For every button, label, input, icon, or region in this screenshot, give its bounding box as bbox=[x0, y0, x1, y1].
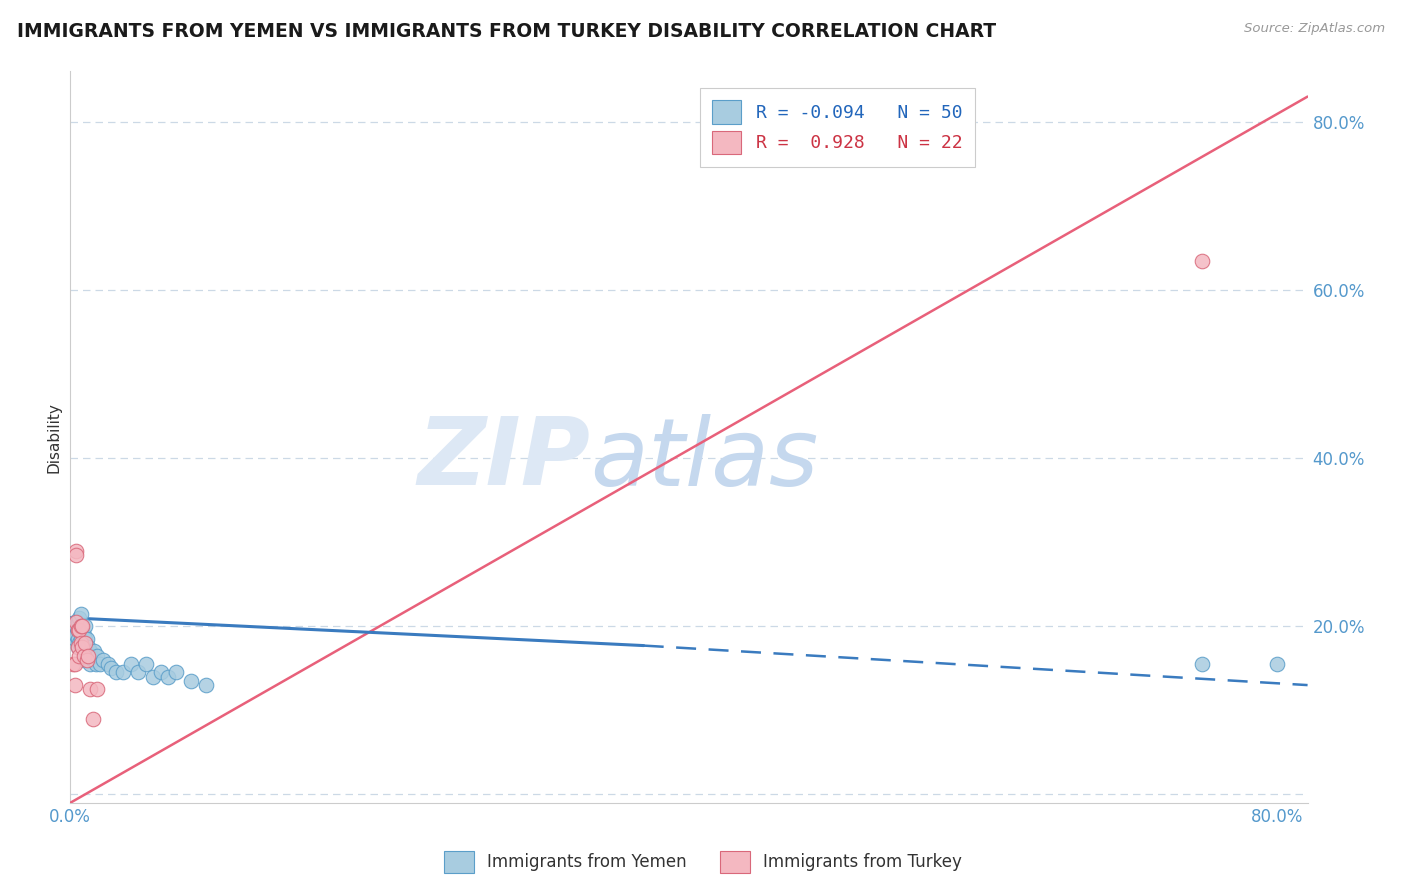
Point bbox=[1191, 253, 1213, 268]
Point bbox=[63, 678, 86, 692]
Point bbox=[75, 619, 97, 633]
Point bbox=[86, 682, 108, 697]
Point bbox=[1191, 657, 1213, 671]
Point bbox=[65, 543, 87, 558]
Point bbox=[180, 673, 202, 688]
Text: Source: ZipAtlas.com: Source: ZipAtlas.com bbox=[1244, 22, 1385, 36]
Point bbox=[70, 636, 93, 650]
Point bbox=[67, 624, 90, 638]
Point bbox=[66, 632, 89, 646]
Point bbox=[72, 624, 94, 638]
Point bbox=[72, 640, 94, 655]
Point bbox=[82, 712, 104, 726]
Point bbox=[76, 644, 98, 658]
Point bbox=[75, 644, 97, 658]
Point bbox=[112, 665, 135, 680]
Point bbox=[63, 624, 86, 638]
Point bbox=[77, 648, 100, 663]
Point bbox=[100, 661, 122, 675]
Point bbox=[73, 648, 96, 663]
Point bbox=[73, 627, 96, 641]
Point bbox=[73, 653, 96, 667]
Point bbox=[84, 657, 107, 671]
Point bbox=[73, 640, 96, 655]
Point bbox=[67, 636, 90, 650]
Point bbox=[70, 619, 93, 633]
Point bbox=[165, 665, 187, 680]
Legend: Immigrants from Yemen, Immigrants from Turkey: Immigrants from Yemen, Immigrants from T… bbox=[437, 845, 969, 880]
Legend: R = -0.094   N = 50, R =  0.928   N = 22: R = -0.094 N = 50, R = 0.928 N = 22 bbox=[700, 87, 974, 167]
Point bbox=[70, 632, 93, 646]
Point bbox=[1267, 657, 1289, 671]
Point bbox=[104, 665, 127, 680]
Point bbox=[65, 615, 87, 629]
Point bbox=[70, 619, 93, 633]
Point bbox=[127, 665, 149, 680]
Point bbox=[86, 648, 108, 663]
Point bbox=[65, 619, 87, 633]
Point bbox=[77, 640, 100, 655]
Point bbox=[79, 682, 101, 697]
Text: atlas: atlas bbox=[591, 414, 818, 505]
Point bbox=[72, 640, 94, 655]
Point bbox=[67, 648, 90, 663]
Point bbox=[66, 640, 89, 655]
Point bbox=[72, 619, 94, 633]
Point bbox=[142, 670, 165, 684]
Point bbox=[62, 657, 84, 671]
Point bbox=[67, 611, 90, 625]
Point bbox=[157, 670, 180, 684]
Point bbox=[76, 653, 98, 667]
Point bbox=[66, 624, 89, 638]
Point bbox=[80, 648, 103, 663]
Point bbox=[65, 548, 87, 562]
Point bbox=[66, 624, 89, 638]
Point bbox=[66, 640, 89, 655]
Point bbox=[135, 657, 157, 671]
Point bbox=[76, 632, 98, 646]
Point bbox=[75, 632, 97, 646]
Point bbox=[97, 657, 120, 671]
Point bbox=[83, 644, 105, 658]
Text: ZIP: ZIP bbox=[418, 413, 591, 505]
Point bbox=[63, 657, 86, 671]
Point bbox=[93, 653, 115, 667]
Text: IMMIGRANTS FROM YEMEN VS IMMIGRANTS FROM TURKEY DISABILITY CORRELATION CHART: IMMIGRANTS FROM YEMEN VS IMMIGRANTS FROM… bbox=[17, 22, 995, 41]
Point bbox=[82, 653, 104, 667]
Point bbox=[63, 615, 86, 629]
Point bbox=[65, 627, 87, 641]
Y-axis label: Disability: Disability bbox=[46, 401, 62, 473]
Point bbox=[75, 636, 97, 650]
Point bbox=[70, 607, 93, 621]
Point bbox=[63, 632, 86, 646]
Point bbox=[79, 644, 101, 658]
Point bbox=[89, 657, 111, 671]
Point bbox=[120, 657, 142, 671]
Point bbox=[67, 624, 90, 638]
Point bbox=[66, 615, 89, 629]
Point bbox=[79, 657, 101, 671]
Point bbox=[195, 678, 218, 692]
Point bbox=[149, 665, 172, 680]
